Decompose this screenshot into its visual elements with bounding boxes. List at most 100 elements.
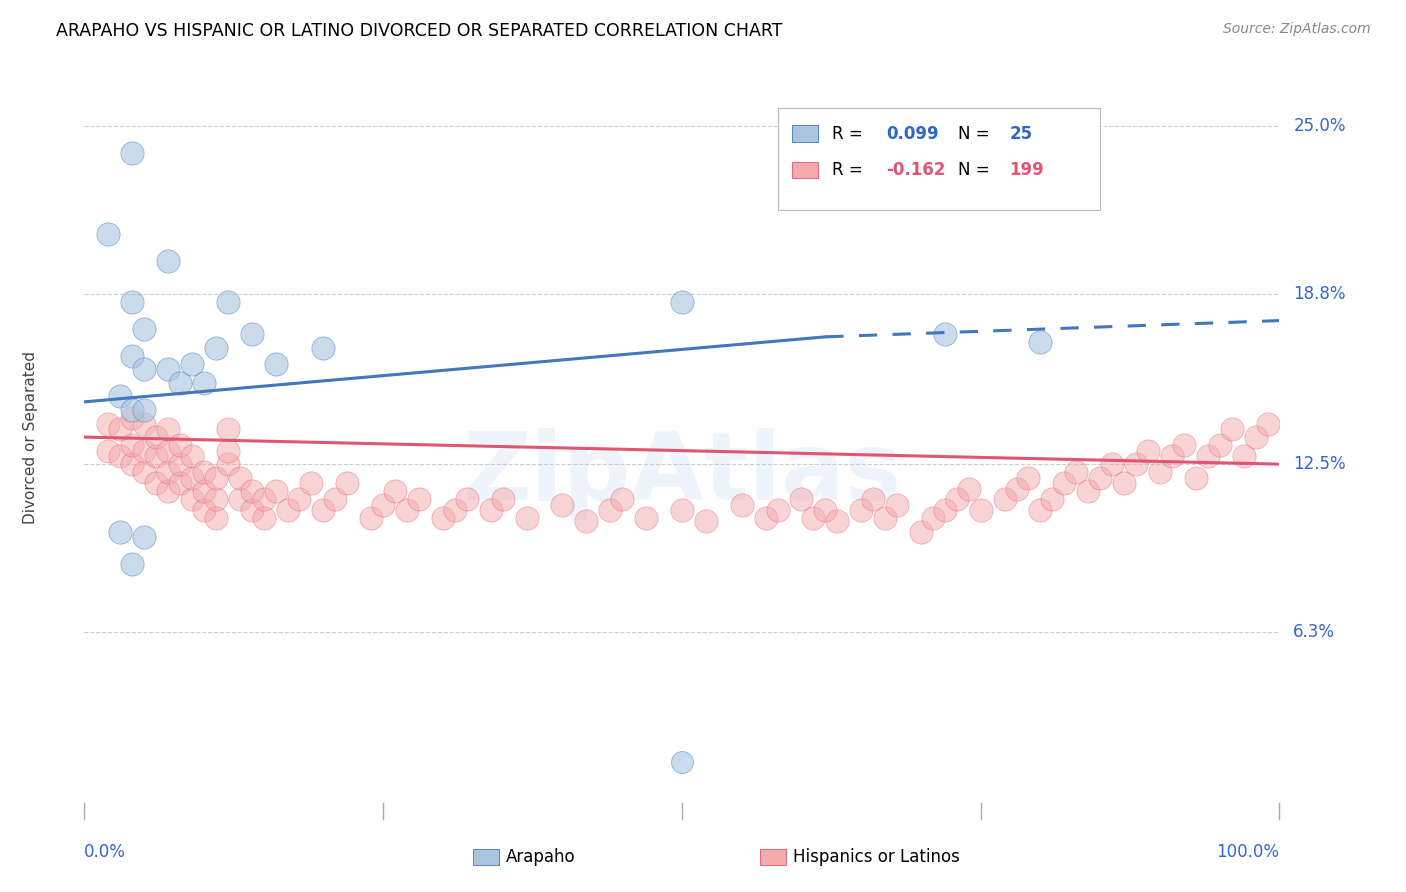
- Point: [312, 503, 335, 517]
- Point: [1220, 422, 1243, 436]
- Point: [157, 422, 180, 436]
- Text: Arapaho: Arapaho: [506, 848, 576, 866]
- Text: 0.0%: 0.0%: [84, 843, 127, 861]
- Point: [205, 492, 228, 507]
- Point: [205, 511, 228, 525]
- Point: [731, 498, 754, 512]
- Point: [479, 503, 502, 517]
- Point: [110, 524, 132, 539]
- Point: [253, 492, 276, 507]
- Point: [910, 524, 932, 539]
- Point: [110, 449, 132, 463]
- Text: ARAPAHO VS HISPANIC OR LATINO DIVORCED OR SEPARATED CORRELATION CHART: ARAPAHO VS HISPANIC OR LATINO DIVORCED O…: [56, 22, 783, 40]
- Point: [1125, 457, 1147, 471]
- Point: [157, 254, 180, 268]
- Point: [1029, 503, 1052, 517]
- Point: [157, 443, 180, 458]
- Point: [157, 465, 180, 479]
- Point: [432, 511, 454, 525]
- Point: [1209, 438, 1232, 452]
- Point: [444, 503, 467, 517]
- Point: [121, 403, 143, 417]
- Text: 25: 25: [1010, 125, 1032, 143]
- Point: [145, 430, 167, 444]
- Point: [934, 327, 956, 342]
- Point: [121, 438, 143, 452]
- Point: [790, 492, 813, 507]
- Point: [240, 327, 263, 342]
- Point: [1042, 492, 1064, 507]
- Point: [934, 503, 956, 517]
- Point: [851, 503, 873, 517]
- Point: [575, 514, 598, 528]
- Point: [240, 503, 263, 517]
- Point: [612, 492, 634, 507]
- Point: [169, 376, 191, 390]
- Point: [169, 438, 191, 452]
- Point: [132, 443, 156, 458]
- Point: [516, 511, 538, 525]
- Text: 100.0%: 100.0%: [1216, 843, 1279, 861]
- Point: [1185, 471, 1208, 485]
- Text: 6.3%: 6.3%: [1294, 624, 1336, 641]
- Point: [288, 492, 311, 507]
- Point: [205, 341, 228, 355]
- Text: Hispanics or Latinos: Hispanics or Latinos: [793, 848, 960, 866]
- Point: [814, 503, 837, 517]
- Point: [922, 511, 945, 525]
- Point: [766, 503, 789, 517]
- Text: N =: N =: [957, 161, 995, 179]
- Point: [181, 357, 204, 371]
- Point: [229, 492, 252, 507]
- Text: N =: N =: [957, 125, 995, 143]
- Point: [551, 498, 574, 512]
- Point: [181, 449, 204, 463]
- Point: [132, 417, 156, 431]
- Point: [803, 511, 825, 525]
- Point: [229, 471, 252, 485]
- Point: [181, 492, 204, 507]
- Text: 18.8%: 18.8%: [1294, 285, 1346, 302]
- Point: [671, 755, 693, 769]
- Point: [110, 389, 132, 403]
- Point: [217, 422, 239, 436]
- Point: [456, 492, 478, 507]
- Point: [264, 484, 287, 499]
- Point: [1173, 438, 1195, 452]
- Point: [193, 465, 215, 479]
- Point: [1233, 449, 1256, 463]
- Point: [132, 465, 156, 479]
- Point: [336, 476, 359, 491]
- Text: Source: ZipAtlas.com: Source: ZipAtlas.com: [1223, 22, 1371, 37]
- Text: 25.0%: 25.0%: [1294, 117, 1346, 135]
- Point: [408, 492, 430, 507]
- Point: [193, 376, 215, 390]
- Point: [253, 511, 276, 525]
- Text: 0.099: 0.099: [886, 125, 939, 143]
- Text: Divorced or Separated: Divorced or Separated: [22, 351, 38, 524]
- Point: [132, 530, 156, 544]
- Point: [970, 503, 993, 517]
- Text: 199: 199: [1010, 161, 1045, 179]
- Point: [157, 484, 180, 499]
- Point: [132, 322, 156, 336]
- Point: [1244, 430, 1267, 444]
- Point: [1090, 471, 1112, 485]
- Point: [97, 417, 120, 431]
- FancyBboxPatch shape: [472, 849, 499, 865]
- Point: [121, 349, 143, 363]
- Point: [1114, 476, 1136, 491]
- Point: [1137, 443, 1160, 458]
- Point: [217, 294, 239, 309]
- Point: [169, 476, 191, 491]
- Point: [957, 482, 980, 496]
- Point: [396, 503, 419, 517]
- Point: [1066, 465, 1088, 479]
- Point: [264, 357, 287, 371]
- Point: [193, 484, 215, 499]
- Point: [325, 492, 347, 507]
- Point: [695, 514, 717, 528]
- Point: [110, 422, 132, 436]
- Text: -0.162: -0.162: [886, 161, 946, 179]
- Point: [121, 457, 143, 471]
